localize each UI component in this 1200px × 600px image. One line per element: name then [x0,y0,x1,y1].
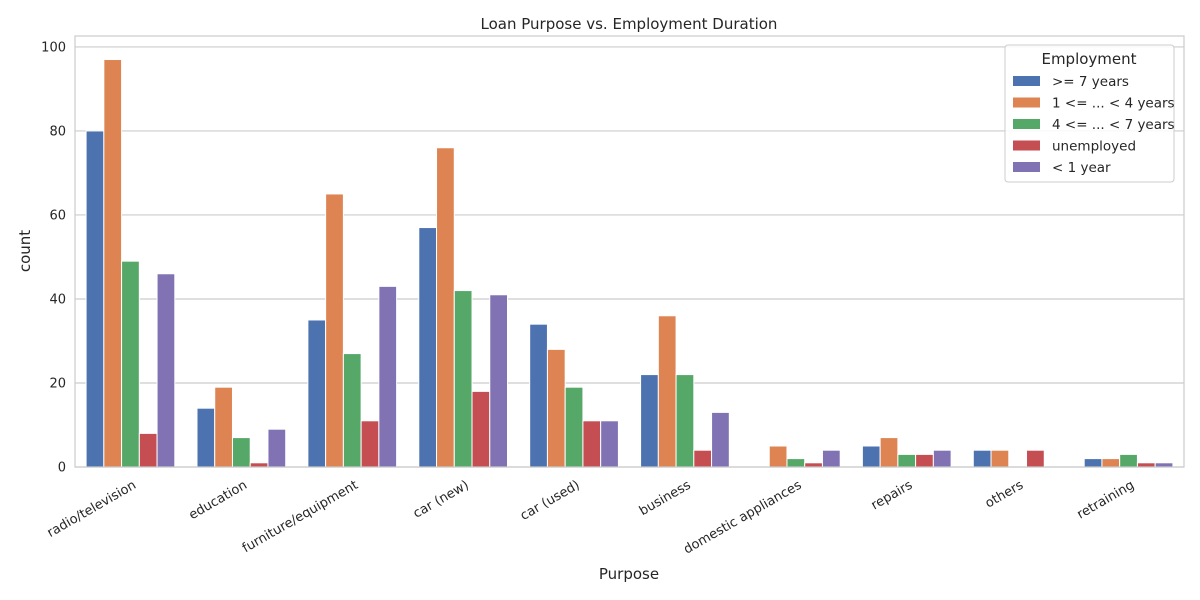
y-tick-label: 80 [49,124,66,139]
bar-retraining-unemployed [1136,462,1156,468]
legend-swatch-4-7-years [1013,119,1040,129]
bar-business-1-year [711,411,730,468]
bar-car-used-1-4-years [546,348,566,468]
bar-repairs-7-years [861,445,881,468]
x-tick-label-business: business [637,478,694,519]
bar-car-new-4-7-years [453,290,473,468]
y-tick-label: 60 [49,208,66,223]
bar-domestic-appliances-4-7-years [786,458,806,468]
legend-frame [1004,44,1175,183]
x-tick-label-radio-television: radio/television [45,478,139,541]
legend-label-1-4-years: 1 <= ... < 4 years [1052,96,1175,112]
bar-domestic-appliances-1-4-years [768,445,788,468]
bar-repairs-4-7-years [897,453,917,468]
x-tick-label-domestic-appliances: domestic appliances [681,478,804,558]
y-tick-label: 0 [58,461,66,476]
chart-title: Loan Purpose vs. Employment Duration [481,15,778,33]
y-axis-title: count [16,230,34,272]
bar-retraining-4-7-years [1119,453,1138,468]
bar-car-used-7-years [529,323,548,468]
bar-others-7-years [972,449,992,468]
bar-others-1-4-years [990,449,1010,468]
bar-radio-television-unemployed [138,432,158,468]
y-tick-label: 100 [41,40,66,55]
x-tick-label-repairs: repairs [869,478,916,514]
bar-car-used-1-year [600,420,619,468]
bar-domestic-appliances-1-year [821,449,841,468]
legend-swatch-1-year [1013,162,1040,172]
bar-furniture-equipment-1-4-years [325,193,344,468]
bar-business-4-7-years [675,374,695,468]
bar-car-new-unemployed [471,390,491,468]
legend: Employment >= 7 years 1 <= ... < 4 years 4… [1004,44,1175,183]
bar-education-7-years [196,407,216,468]
bar-repairs-1-year [932,449,952,468]
bar-business-1-4-years [657,315,677,468]
bar-car-new-1-4-years [436,147,455,468]
bar-radio-television-1-4-years [103,59,123,468]
bar-furniture-equipment-7-years [307,319,327,468]
bar-business-7-years [640,374,659,468]
bar-car-used-4-7-years [564,386,584,468]
x-tick-label-car-new: car (new) [411,478,472,522]
bar-furniture-equipment-4-7-years [342,353,362,468]
bar-car-used-unemployed [582,420,602,468]
bar-retraining-1-4-years [1101,458,1121,468]
y-tick-label: 20 [49,376,66,391]
bar-retraining-7-years [1083,458,1103,468]
legend-label-1-year: < 1 year [1052,160,1111,176]
x-axis-title: Purpose [599,565,659,583]
bar-retraining-1-year [1154,462,1174,468]
legend-swatch-unemployed [1013,140,1040,151]
legend-swatch-7-years [1013,76,1040,86]
legend-label-4-7-years: 4 <= ... < 7 years [1052,117,1175,133]
x-tick-label-furniture-equipment: furniture/equipment [240,478,361,556]
bars [85,59,1174,468]
bar-business-unemployed [693,449,713,468]
bar-furniture-equipment-1-year [378,285,398,468]
bar-radio-television-4-7-years [121,260,140,468]
bar-education-1-year [267,428,287,468]
x-tick-label-others: others [983,478,1027,512]
bar-domestic-appliances-unemployed [804,462,823,468]
x-tick-labels: radio/television educationfurniture/equip… [45,478,1137,558]
legend-label-unemployed: unemployed [1052,139,1136,155]
legend-title: Employment [1041,50,1136,68]
legend-items: >= 7 years 1 <= ... < 4 years 4 <= ... < 7… [1013,74,1175,176]
bar-furniture-equipment-unemployed [360,420,380,468]
bar-radio-television-7-years [85,130,105,468]
y-tick-label: 40 [49,292,66,307]
legend-label-7-years: >= 7 years [1052,74,1129,90]
plot-frame [74,35,1185,468]
bar-others-unemployed [1026,449,1045,468]
bar-repairs-unemployed [915,453,934,468]
bar-education-4-7-years [231,437,251,468]
bar-radio-television-1-year [156,273,176,468]
legend-swatch-1-4-years [1013,97,1040,108]
bar-education-1-4-years [214,386,233,468]
x-tick-label-education: education [186,478,249,523]
bar-repairs-1-4-years [879,437,899,468]
bar-education-unemployed [249,462,269,468]
bar-car-new-1-year [489,294,509,468]
y-tick-labels: 0 20 40 60 80 100 [41,40,66,475]
x-tick-label-retraining: retraining [1075,478,1137,523]
bar-car-new-7-years [418,227,438,468]
x-tick-label-car-used: car (used) [518,478,583,524]
